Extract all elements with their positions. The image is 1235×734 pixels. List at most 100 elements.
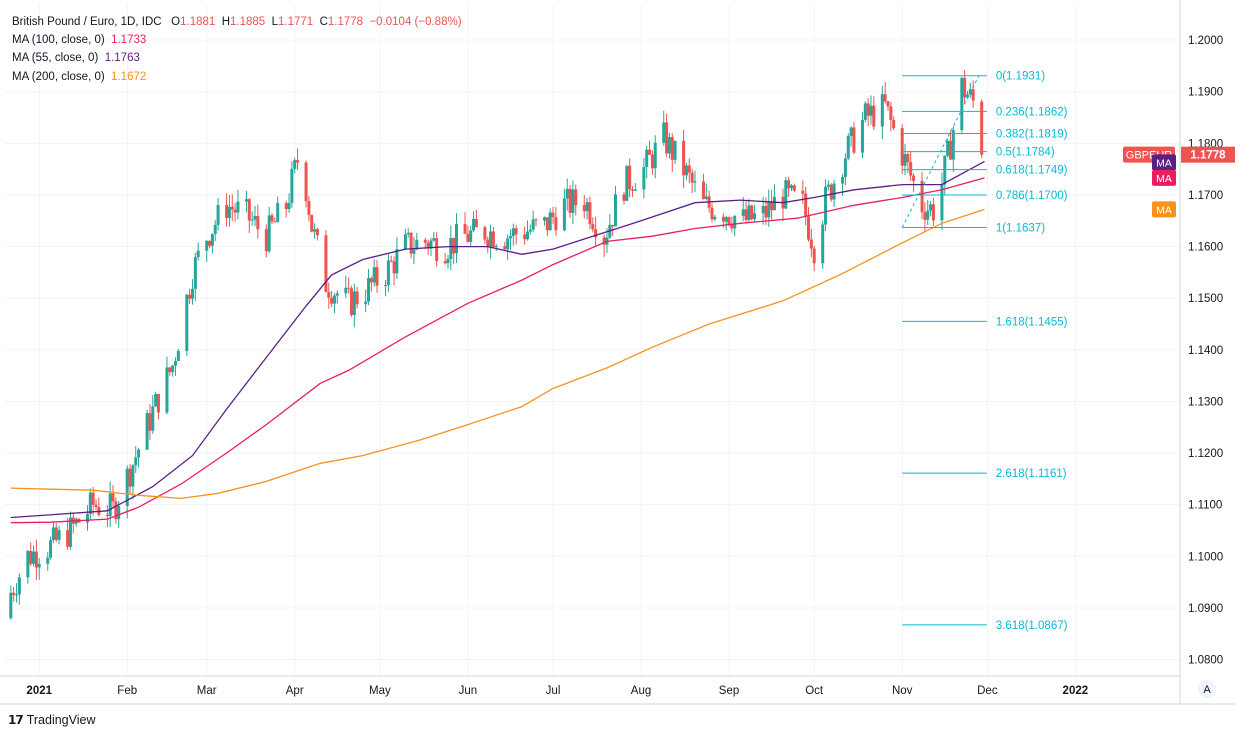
candle-up — [951, 130, 955, 160]
candle-down — [591, 224, 595, 230]
legend-open: 1.1881 — [180, 16, 216, 28]
candle-down — [514, 228, 518, 235]
time-tick-label: Mar — [197, 685, 217, 697]
legend-ohlc-row: British Pound / Euro, 1D, IDC O1.1881 H1… — [12, 13, 462, 31]
candle-down — [296, 160, 300, 163]
candle-up — [313, 229, 317, 232]
candle-down — [764, 205, 768, 218]
candle-down — [852, 127, 856, 153]
candle-up — [403, 234, 407, 250]
candle-up — [332, 295, 336, 304]
candle-up — [154, 394, 158, 407]
candle-up — [364, 301, 368, 305]
candle-down — [931, 204, 935, 221]
candle-up — [191, 288, 195, 299]
time-tick-label: Dec — [977, 685, 998, 697]
candle-up — [88, 492, 92, 515]
moving-average-line-1 — [10, 160, 985, 519]
candle-down — [551, 212, 555, 218]
price-tick-label: 1.1200 — [1188, 448, 1223, 460]
candle-down — [670, 137, 674, 160]
legend-low: 1.1771 — [277, 16, 314, 28]
candle-down — [523, 234, 527, 240]
time-tick-label: Oct — [805, 685, 824, 697]
candle-up — [548, 212, 552, 231]
candle-up — [472, 218, 476, 231]
legend-ma55-row[interactable]: MA (55, close, 0) 1.1763 — [12, 49, 462, 67]
ma-badge-label: MA — [1156, 157, 1172, 169]
candle-up — [85, 514, 89, 523]
candle-up — [772, 196, 776, 211]
candle-up — [713, 216, 717, 220]
candle-down — [435, 238, 439, 262]
legend-symbol-title: British Pound / Euro, 1D, IDC — [12, 16, 162, 28]
candle-up — [372, 267, 376, 283]
candle-up — [784, 180, 788, 209]
candle-up — [926, 210, 930, 220]
candle-down — [980, 101, 984, 155]
fib-level-label: 0.382(1.1819) — [996, 129, 1068, 141]
candle-up — [290, 168, 294, 203]
candle-down — [270, 215, 274, 222]
candle-down — [889, 106, 893, 121]
legend-ma200-row[interactable]: MA (200, close, 0) 1.1672 — [12, 68, 462, 86]
candle-up — [525, 231, 529, 240]
candle-up — [406, 232, 410, 235]
candle-down — [801, 190, 805, 194]
price-tick-label: 1.1500 — [1188, 293, 1223, 305]
auto-scale-button[interactable] — [1198, 680, 1216, 698]
candle-down — [628, 165, 632, 190]
candle-down — [690, 172, 694, 183]
candle-up — [185, 294, 189, 351]
candle-down — [503, 245, 507, 250]
fib-trend-line — [901, 75, 980, 228]
tradingview-branding[interactable]: 𝟭𝟳 TradingView — [8, 713, 96, 727]
candle-down — [920, 180, 924, 213]
candle-up — [352, 291, 356, 316]
time-tick-label: 2022 — [1063, 685, 1089, 697]
price-tick-label: 1.2000 — [1188, 35, 1223, 47]
legend-ma55-label: MA (55, close, 0) — [12, 52, 99, 65]
candle-up — [528, 229, 532, 232]
chart-legend: British Pound / Euro, 1D, IDC O1.1881 H1… — [12, 13, 462, 86]
candle-up — [432, 238, 436, 241]
candle-down — [906, 154, 910, 162]
time-tick-label: Apr — [286, 685, 304, 697]
candle-up — [145, 413, 149, 450]
candle-up — [455, 224, 459, 254]
candle-up — [15, 594, 19, 596]
candle-up — [137, 449, 141, 458]
candle-down — [349, 288, 353, 316]
candle-up — [940, 184, 944, 221]
candle-up — [724, 217, 728, 222]
candle-up — [849, 127, 853, 136]
candle-up — [506, 238, 510, 250]
legend-change: −0.0104 (−0.88%) — [369, 16, 462, 28]
candle-up — [869, 105, 873, 116]
legend-ma200-label: MA (200, close, 0) — [12, 70, 105, 83]
candle-up — [236, 201, 240, 213]
candle-down — [892, 120, 896, 129]
fib-level-label: 0.618(1.1749) — [996, 165, 1068, 177]
last-price-label: 1.1778 — [1190, 150, 1226, 162]
fibonacci-retracement: 0(1.1931) 0.236(1.1862) 0.382(1.1819) 0.5(1… — [901, 71, 1068, 632]
candle-up — [210, 233, 214, 246]
legend-high: 1.1885 — [230, 16, 266, 28]
legend-ma100-value: 1.1733 — [111, 34, 147, 47]
candle-down — [233, 209, 237, 213]
candle-down — [284, 203, 288, 209]
candle-down — [807, 216, 811, 240]
candle-down — [701, 181, 705, 200]
candle-up — [960, 77, 964, 131]
candle-down — [650, 154, 654, 169]
moving-average-line-3 — [10, 208, 985, 500]
time-tick-label: Sep — [719, 685, 739, 697]
legend-ma100-row[interactable]: MA (100, close, 0) 1.1733 — [12, 31, 462, 49]
candle-up — [17, 577, 21, 595]
candle-down — [111, 493, 115, 502]
candle-up — [125, 468, 129, 507]
candle-up — [667, 137, 671, 154]
ma-badge — [1152, 201, 1176, 218]
candle-up — [216, 204, 220, 225]
